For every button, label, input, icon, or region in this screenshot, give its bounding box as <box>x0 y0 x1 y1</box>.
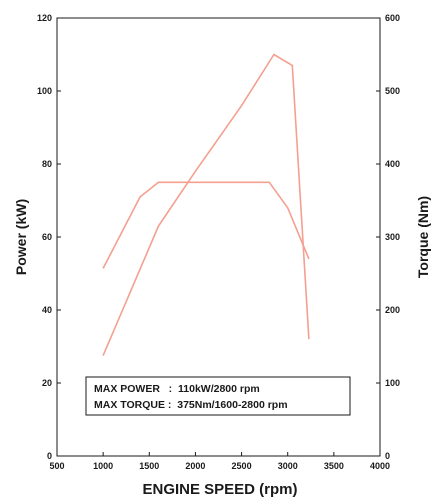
y2-tick-label: 400 <box>385 159 400 169</box>
y-tick-label: 60 <box>42 232 52 242</box>
y-axis-title: Power (kW) <box>13 199 29 275</box>
x-tick-label: 1000 <box>93 461 113 471</box>
y2-tick-label: 0 <box>385 451 390 461</box>
y-tick-label: 0 <box>47 451 52 461</box>
max-power-text: MAX POWER : 110kW/2800 rpm <box>94 383 260 395</box>
spec-annotation-box: MAX POWER : 110kW/2800 rpm MAX TORQUE : … <box>85 376 351 416</box>
annotation-frame <box>85 376 351 416</box>
x-tick-label: 500 <box>49 461 64 471</box>
x-tick-label: 2500 <box>232 461 252 471</box>
x-tick-label: 2000 <box>185 461 205 471</box>
y2-tick-label: 600 <box>385 13 400 23</box>
x-axis-title: ENGINE SPEED (rpm) <box>142 481 297 497</box>
y-tick-label: 100 <box>37 86 52 96</box>
y-tick-label: 20 <box>42 378 52 388</box>
y2-tick-label: 100 <box>385 378 400 388</box>
max-torque-text: MAX TORQUE : 375Nm/1600-2800 rpm <box>94 399 288 411</box>
torque-curve-line <box>102 181 310 269</box>
y2-tick-label: 300 <box>385 232 400 242</box>
x-tick-label: 3000 <box>278 461 298 471</box>
x-tick-label: 3500 <box>324 461 344 471</box>
y2-tick-label: 200 <box>385 305 400 315</box>
x-tick-label: 4000 <box>370 461 390 471</box>
y2-tick-label: 500 <box>385 86 400 96</box>
y-tick-label: 40 <box>42 305 52 315</box>
y-tick-label: 80 <box>42 159 52 169</box>
power-curve-line <box>102 53 310 356</box>
y-tick-label: 120 <box>37 13 52 23</box>
x-tick-label: 1500 <box>139 461 159 471</box>
y2-axis-title: Torque (Nm) <box>415 196 431 278</box>
